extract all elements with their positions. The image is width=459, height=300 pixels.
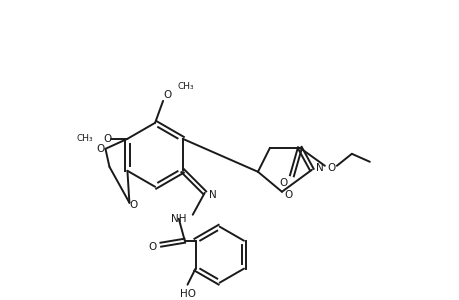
Text: CH₃: CH₃ (177, 82, 193, 91)
Text: O: O (129, 200, 137, 210)
Text: CH₃: CH₃ (77, 134, 93, 143)
Text: O: O (327, 163, 335, 173)
Text: NH: NH (171, 214, 186, 224)
Text: O: O (162, 90, 171, 100)
Text: N: N (208, 190, 216, 200)
Text: O: O (279, 178, 287, 188)
Text: HO: HO (179, 289, 195, 298)
Text: O: O (148, 242, 157, 252)
Text: O: O (284, 190, 292, 200)
Text: O: O (96, 144, 104, 154)
Text: O: O (103, 134, 112, 144)
Text: N: N (315, 163, 323, 173)
